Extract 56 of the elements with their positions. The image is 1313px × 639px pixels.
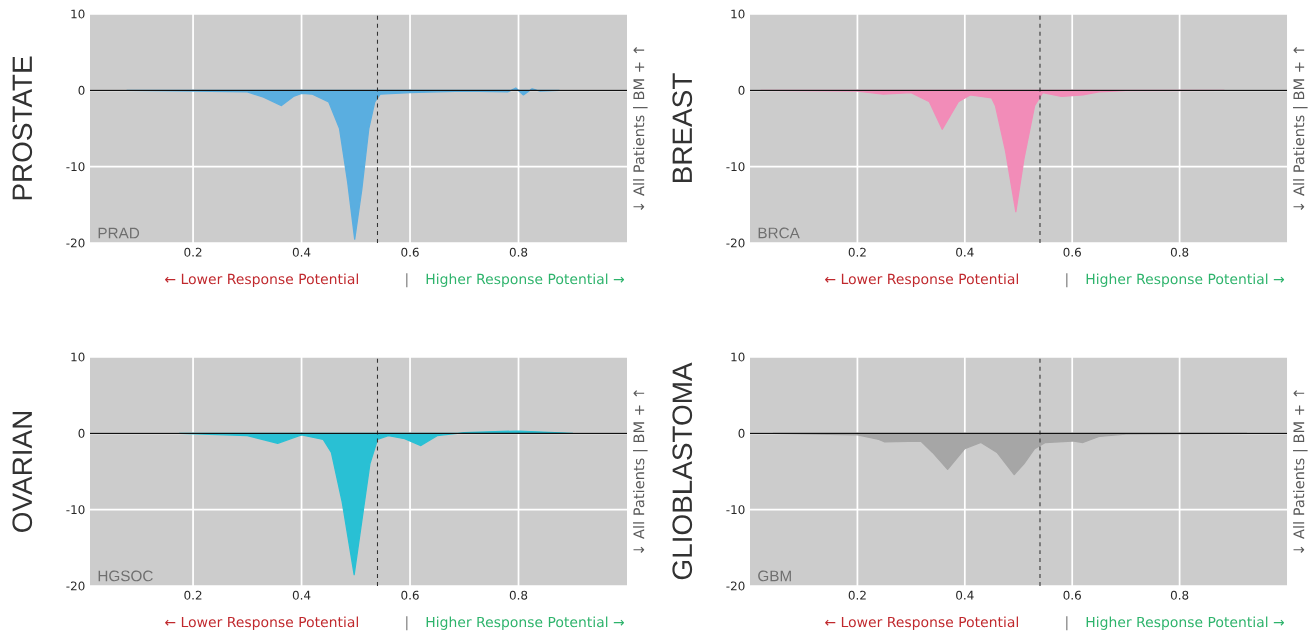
- x-tick-label: 0.6: [401, 590, 419, 600]
- x-tick-label: 0.6: [401, 247, 419, 257]
- annotation: HGSOC: [98, 570, 153, 582]
- x-tick-label: 0.6: [1063, 590, 1081, 600]
- x-tick-label: 0.2: [848, 247, 866, 257]
- y2-axis-title: ↓ All Patients | BM + ↑: [1292, 390, 1308, 553]
- y2-axis-title: ↓ All Patients | BM + ↑: [632, 390, 648, 553]
- x-tick-label: 0.4: [956, 247, 974, 257]
- text: Higher Response Potential →: [426, 273, 625, 287]
- y-axis-title: BREAST: [672, 73, 693, 183]
- y-tick-label: -10: [66, 162, 85, 172]
- y-tick-label: -10: [66, 505, 85, 515]
- annotation: GBM: [758, 570, 791, 582]
- x-tick-label: 0.4: [956, 590, 974, 600]
- x-tick-label: 0.2: [184, 590, 202, 600]
- y-tick-label: -20: [726, 581, 745, 591]
- x-tick-label: 0.4: [292, 590, 311, 600]
- text: |: [406, 616, 408, 631]
- y2-axis-title: ↓ All Patients | BM + ↑: [1292, 47, 1308, 210]
- y-tick-label: -10: [726, 162, 745, 172]
- x-tick-label: 0.8: [1170, 590, 1189, 600]
- annotation: PRAD: [98, 227, 140, 239]
- y-axis-title: PROSTATE: [12, 56, 33, 200]
- x-tick-label: 0.6: [1063, 247, 1081, 257]
- text: ← Lower Response Potential: [825, 616, 1018, 630]
- y-axis-title: OVARIAN: [12, 412, 33, 532]
- y-tick-label: 0: [738, 428, 745, 438]
- y2-axis-title: ↓ All Patients | BM + ↑: [632, 47, 648, 210]
- y-tick-label: 10: [731, 352, 745, 362]
- text: ← Lower Response Potential: [165, 273, 358, 287]
- y-axis-title: GLIOBLASTOMA: [672, 362, 693, 580]
- y-tick-label: 0: [78, 428, 85, 438]
- x-tick-label: 0.2: [184, 247, 202, 257]
- text: |: [406, 273, 408, 288]
- y-tick-label: -20: [726, 238, 745, 248]
- text: |: [1066, 616, 1068, 631]
- x-tick-label: 0.8: [509, 590, 528, 600]
- annotation: BRCA: [758, 227, 800, 239]
- text: ← Lower Response Potential: [825, 273, 1018, 287]
- x-tick-label: 0.4: [292, 247, 311, 257]
- x-tick-label: 0.8: [1170, 247, 1189, 257]
- text: |: [1066, 273, 1068, 288]
- y-tick-label: 10: [71, 9, 85, 19]
- text: Higher Response Potential →: [426, 616, 625, 630]
- y-tick-label: -10: [726, 505, 745, 515]
- text: Higher Response Potential →: [1086, 273, 1285, 287]
- y-tick-label: 10: [71, 352, 85, 362]
- y-tick-label: 10: [731, 9, 745, 19]
- y-tick-label: -20: [66, 238, 85, 248]
- text: ← Lower Response Potential: [165, 616, 358, 630]
- x-tick-label: 0.8: [509, 247, 528, 257]
- text: Higher Response Potential →: [1086, 616, 1285, 630]
- y-tick-label: 0: [738, 85, 745, 95]
- y-tick-label: -20: [66, 581, 85, 591]
- x-tick-label: 0.2: [848, 590, 866, 600]
- y-tick-label: 0: [78, 85, 85, 95]
